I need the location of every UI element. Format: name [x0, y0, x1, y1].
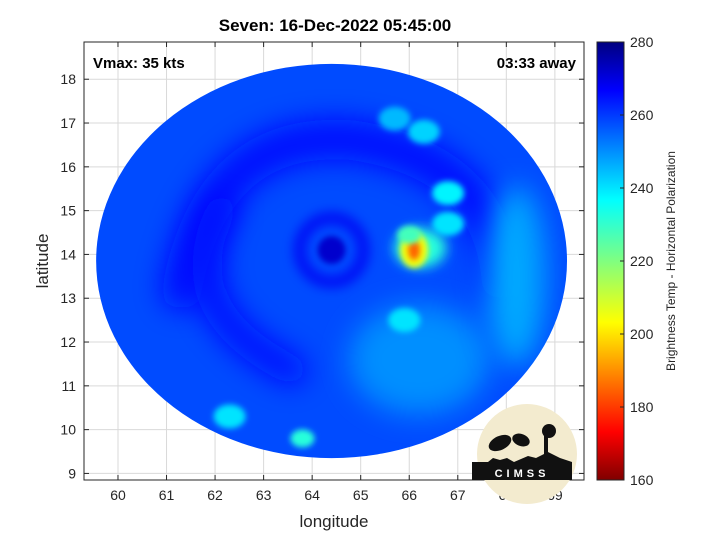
colorbar-tick-label: 240	[630, 180, 654, 196]
vmax-annotation: Vmax: 35 kts	[93, 55, 185, 72]
swath-layer	[96, 63, 568, 459]
spiral-band	[191, 195, 307, 386]
colorbar-tick-label: 180	[630, 399, 654, 415]
convection-features	[161, 106, 547, 448]
x-tick-label: 64	[304, 487, 320, 503]
chart-title: Seven: 16-Dec-2022 05:45:00	[219, 16, 451, 35]
convection-cell	[213, 404, 246, 429]
logo-text: CIMSS	[495, 468, 550, 480]
storm-eye	[317, 236, 346, 265]
warm-region	[348, 304, 489, 415]
distance-annotation: 03:33 away	[497, 55, 577, 72]
colorbar-tick-label: 160	[630, 472, 654, 488]
y-axis-ticks: 9 10 11 12 13 14 15 16 17 18	[60, 71, 584, 481]
colorbar	[596, 41, 625, 481]
convection-cell	[407, 119, 440, 144]
convection-cell	[290, 429, 315, 448]
x-tick-label: 62	[207, 487, 223, 503]
y-tick-label: 12	[60, 334, 76, 350]
x-axis-ticks: 60616263646566676869	[110, 42, 563, 503]
x-tick-label: 66	[401, 487, 417, 503]
convection-cell	[397, 225, 422, 244]
x-tick-label: 63	[256, 487, 272, 503]
y-tick-label: 9	[68, 465, 76, 481]
x-axis-label: longitude	[299, 512, 368, 531]
water-tower-tank-icon	[542, 424, 556, 438]
warm-region	[486, 186, 547, 367]
x-tick-label: 65	[353, 487, 369, 503]
y-tick-label: 18	[60, 71, 76, 87]
convection-cell	[432, 181, 465, 206]
convection-cell	[388, 308, 421, 333]
y-axis-label: latitude	[33, 234, 52, 289]
y-tick-label: 10	[60, 422, 76, 438]
colorbar-tick-label: 260	[630, 107, 654, 123]
axes-frame	[83, 41, 585, 481]
y-tick-label: 11	[61, 378, 76, 394]
colorbar-tick-label: 280	[630, 34, 654, 50]
eye-ring	[294, 213, 369, 288]
satellite-dish-icon	[488, 434, 512, 452]
colorbar-tick-label: 220	[630, 253, 654, 269]
y-tick-label: 14	[60, 246, 76, 262]
water-tower-icon	[544, 436, 548, 462]
convection-cell	[378, 106, 411, 131]
convection-cell	[432, 211, 465, 236]
colorbar-ticks: 160 180 200 220 240 260 280	[620, 34, 654, 488]
colorbar-label: Brightness Temp - Horizontal Polarizatio…	[664, 151, 678, 371]
logo-disc	[477, 404, 577, 504]
convection-core	[408, 240, 421, 261]
cimss-logo: CIMSS	[472, 404, 577, 504]
x-tick-label: 61	[159, 487, 175, 503]
x-tick-label: 67	[450, 487, 466, 503]
x-tick-label: 60	[110, 487, 126, 503]
y-tick-label: 13	[60, 290, 76, 306]
y-tick-label: 15	[60, 203, 76, 219]
y-tick-label: 16	[60, 159, 76, 175]
satellite-dish-icon	[512, 433, 530, 447]
y-tick-label: 17	[60, 115, 76, 131]
colorbar-tick-label: 200	[630, 326, 654, 342]
